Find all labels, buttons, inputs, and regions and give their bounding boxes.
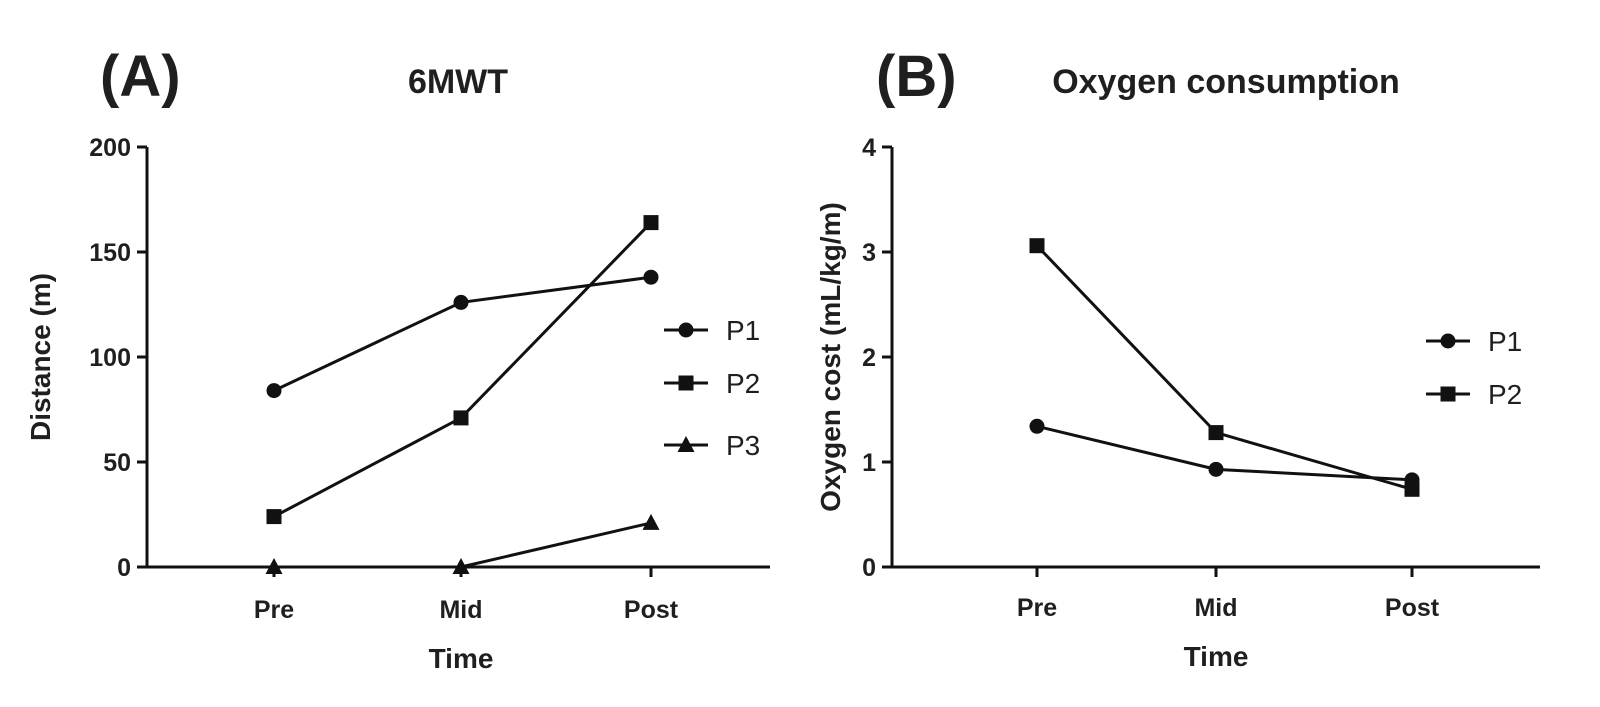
y-tick-label: 3: [862, 239, 876, 267]
panel-a-y-axis-title: Distance (m): [25, 273, 56, 441]
panel-b-legend: P1 P2: [1426, 326, 1522, 410]
y-tick-label: 0: [117, 554, 131, 582]
panel-a-x-axis-title: Time: [429, 643, 494, 674]
panel-a-legend: P1 P2 P3: [664, 315, 760, 461]
data-point-p2: [1404, 481, 1420, 497]
panel-a-x-ticks: Pre Mid Post: [254, 567, 679, 624]
y-tick-label: 0: [862, 554, 876, 582]
y-tick-label: 2: [862, 344, 876, 372]
data-point-p2: [453, 410, 469, 426]
panel-a-y-ticks: 0 50 100 150 200: [89, 134, 147, 582]
panel-a-letter: (A): [100, 44, 181, 109]
panel-a-title: 6MWT: [408, 63, 508, 101]
panel-b-y-axis-title: Oxygen cost (mL/kg/m): [815, 202, 846, 512]
data-point-p1: [1029, 418, 1045, 434]
data-point-p3: [642, 513, 660, 530]
y-tick-label: 150: [89, 239, 131, 267]
x-tick-label: Mid: [1194, 594, 1237, 622]
x-tick-label: Mid: [439, 596, 482, 624]
series-line-p3: [274, 521, 652, 569]
y-tick-label: 4: [862, 134, 876, 162]
legend-label-p2: P2: [1488, 379, 1522, 410]
x-tick-label: Post: [1385, 594, 1440, 622]
panel-b-axes: [890, 147, 1540, 569]
series-line-p2: [273, 221, 653, 518]
y-tick-label: 100: [89, 344, 131, 372]
data-point-p3: [452, 558, 470, 574]
x-tick-label: Pre: [1017, 594, 1057, 622]
panel-b-x-axis-title: Time: [1184, 641, 1249, 672]
legend-marker-p2: [678, 375, 694, 391]
panel-a-series: [265, 215, 660, 574]
legend-marker-p3: [677, 436, 695, 452]
panel-a: (A) 6MWT 0 50 100 150 200 Pre Mid Post Distanc…: [25, 44, 770, 674]
legend-label-p1: P1: [1488, 326, 1522, 357]
series-line-p1: [273, 275, 652, 392]
panel-b-series: [1029, 238, 1420, 497]
data-point-p2: [1208, 425, 1224, 441]
panel-b-title: Oxygen consumption: [1052, 63, 1400, 101]
y-tick-label: 200: [89, 134, 131, 162]
data-point-p2: [643, 215, 659, 231]
legend-label-p2: P2: [726, 368, 760, 399]
panel-b-y-ticks: 0 1 2 3 4: [862, 134, 892, 582]
data-point-p1: [1208, 461, 1224, 477]
legend-marker-p1: [1440, 333, 1456, 349]
legend-label-p1: P1: [726, 315, 760, 346]
panel-b-x-ticks: Pre Mid Post: [1017, 567, 1440, 622]
legend-label-p3: P3: [726, 430, 760, 461]
panel-a-axes: [145, 147, 770, 569]
data-point-p1: [643, 269, 659, 285]
series-line-p2: [1035, 244, 1413, 491]
legend-marker-p1: [678, 322, 694, 338]
data-point-p2: [1029, 238, 1045, 254]
legend-marker-p2: [1440, 386, 1456, 402]
y-tick-label: 50: [103, 449, 131, 477]
y-tick-label: 1: [862, 449, 876, 477]
data-point-p2: [266, 509, 282, 525]
data-point-p1: [266, 383, 282, 399]
x-tick-label: Post: [624, 596, 679, 624]
x-tick-label: Pre: [254, 596, 294, 624]
data-point-p3: [265, 558, 283, 574]
panel-b-letter: (B): [876, 44, 957, 109]
data-point-p1: [453, 294, 469, 310]
